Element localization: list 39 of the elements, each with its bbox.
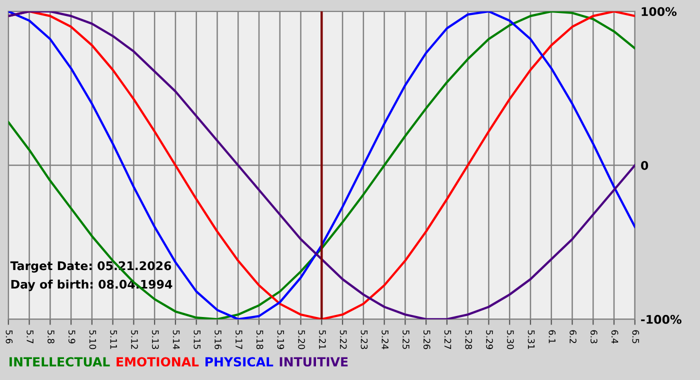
x-tick-label: 5.18 [256, 330, 264, 350]
x-tick-label: 5.10 [89, 330, 96, 350]
x-tick-label: 5.11 [110, 330, 117, 349]
x-tick-label: 6.4 [611, 330, 618, 344]
x-tick-label: 5.6 [6, 330, 13, 344]
x-tick-label: 6.2 [570, 330, 576, 344]
x-tick-label: 5.29 [486, 330, 493, 350]
text: EMOTIONAL [116, 357, 199, 367]
x-tick-label: 5.31 [528, 330, 535, 349]
x-tick-label: 5.24 [382, 330, 389, 350]
x-tick-label: 5.26 [423, 330, 430, 350]
x-tick-label: 5.20 [298, 330, 305, 350]
x-tick-label: 5.30 [506, 330, 514, 350]
x-tick-label: 6.1 [548, 330, 556, 344]
x-tick-label: 5.27 [444, 330, 452, 349]
x-tick-label: 5.17 [235, 330, 242, 349]
x-tick-label: 5.25 [402, 330, 410, 349]
x-tick-label: 5.15 [194, 330, 200, 349]
x-tick-label: 5.23 [360, 330, 368, 349]
y-tick-label: 0 [641, 161, 648, 170]
x-tick-label: 5.28 [465, 330, 472, 350]
x-tick-label: 5.7 [26, 330, 34, 344]
x-tick-label: 5.16 [214, 330, 222, 350]
x-tick-label: 5.13 [152, 330, 159, 349]
x-tick-label: 5.22 [340, 330, 347, 349]
x-tick-label: 5.12 [131, 330, 138, 349]
line-series [8, 11, 635, 320]
x-tick-label: 5.19 [277, 330, 284, 350]
x-tick-label: 5.14 [172, 330, 180, 350]
x-tick-label: 6.3 [590, 330, 598, 344]
text: INTUITIVE [280, 357, 348, 367]
y-tick-label: 100% [642, 7, 677, 16]
x-tick-label: 5.8 [48, 330, 54, 344]
x-tick-label: 5.21 [319, 330, 326, 349]
x-tick-label: 5.9 [68, 330, 76, 344]
text: INTELLECTUAL [10, 357, 110, 367]
text: PHYSICAL [206, 357, 274, 367]
y-tick-label: -100% [641, 314, 682, 324]
x-tick-label: 6.5 [632, 330, 640, 344]
